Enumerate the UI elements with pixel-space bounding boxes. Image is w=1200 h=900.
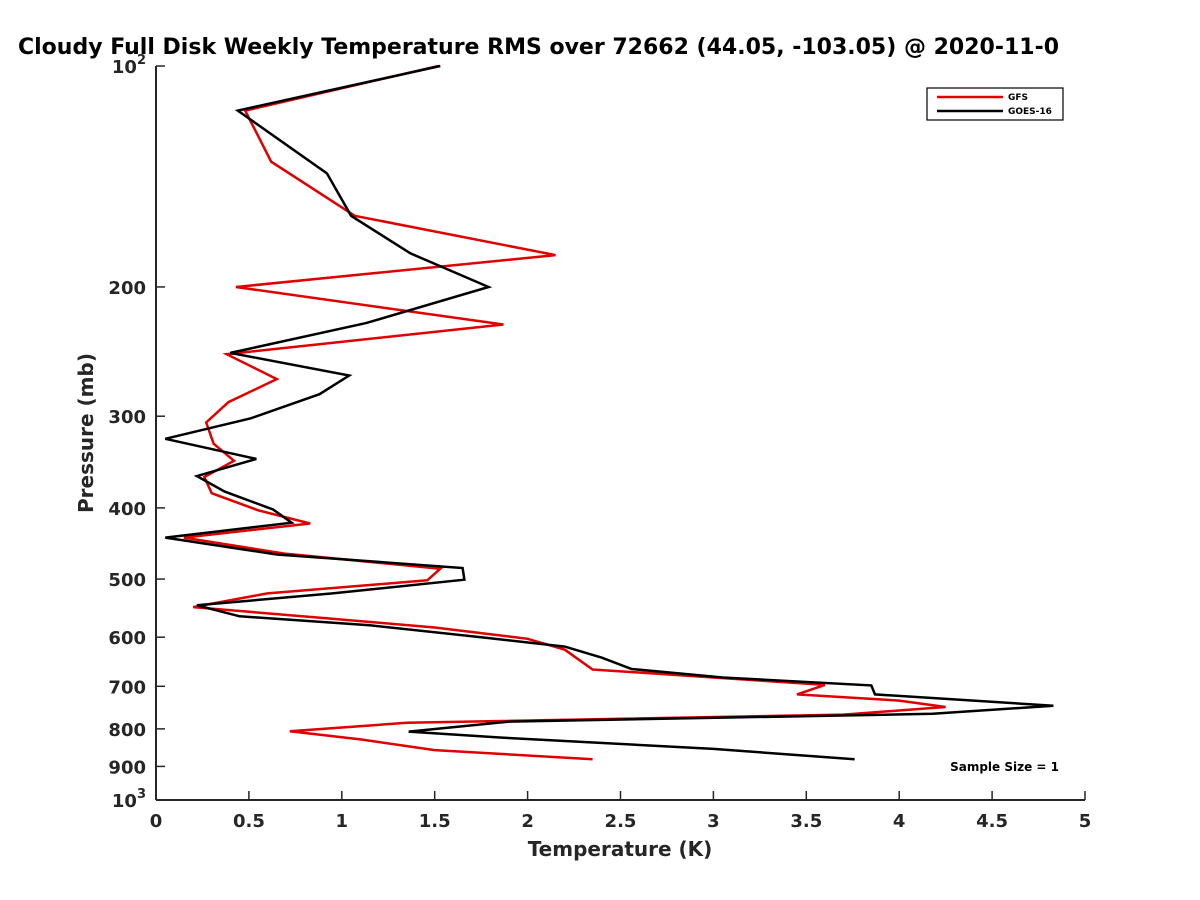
y-tick-label: 500 — [108, 570, 146, 591]
x-tick-label: 5 — [1079, 811, 1092, 832]
legend-label-goes16: GOES-16 — [1008, 107, 1052, 117]
series-layer — [165, 64, 1054, 761]
y-tick-label: 102 — [112, 53, 146, 78]
x-tick-label: 3 — [707, 811, 720, 832]
series-line-gfs — [183, 64, 946, 761]
legend-label-gfs: GFS — [1008, 93, 1028, 103]
y-tick-label: 200 — [108, 278, 146, 299]
x-ticks: 0 0.5 1 1.5 2 2.5 3 3.5 4 4.5 5 — [150, 791, 1092, 832]
x-tick-label: 4.5 — [976, 811, 1008, 832]
y-tick-label: 400 — [108, 499, 146, 520]
x-tick-label: 2 — [521, 811, 534, 832]
x-axis-label: Temperature (K) — [528, 837, 713, 861]
x-tick-label: 2.5 — [605, 811, 637, 832]
y-tick-label: 700 — [108, 677, 146, 698]
x-tick-label: 1.5 — [419, 811, 451, 832]
x-tick-label: 0.5 — [233, 811, 265, 832]
y-tick-label: 600 — [108, 628, 146, 649]
x-tick-label: 1 — [336, 811, 349, 832]
y-tick-label: 900 — [108, 757, 146, 778]
series-line-goes16 — [165, 64, 1054, 761]
x-tick-label: 4 — [893, 811, 906, 832]
y-axis-label: Pressure (mb) — [74, 353, 98, 513]
x-tick-label: 3.5 — [790, 811, 822, 832]
legend: GFS GOES-16 — [926, 87, 1064, 121]
y-ticks: 102 200 300 400 500 600 700 800 900 103 — [108, 53, 165, 812]
chart-title: Cloudy Full Disk Weekly Temperature RMS … — [18, 35, 1059, 60]
legend-box — [926, 87, 1064, 121]
sample-size-annotation: Sample Size = 1 — [950, 760, 1059, 774]
y-tick-label: 103 — [112, 787, 146, 812]
y-tick-label: 800 — [108, 720, 146, 741]
x-tick-label: 0 — [150, 811, 163, 832]
y-tick-label: 300 — [108, 407, 146, 428]
